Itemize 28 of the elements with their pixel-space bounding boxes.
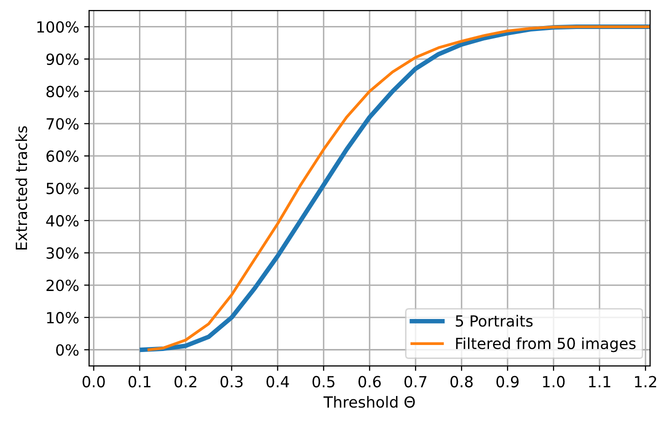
x-tick-label: 0.0 [82, 376, 105, 388]
y-tick-label: 40% [46, 215, 79, 227]
x-tick-label: 0.5 [312, 376, 334, 388]
x-axis-title: Threshold Θ [323, 396, 415, 408]
x-tick-label: 0.4 [266, 376, 289, 388]
x-tick-label: 0.1 [128, 376, 150, 388]
y-tick-label: 50% [46, 182, 79, 194]
legend-label: Filtered from 50 images [456, 337, 636, 352]
y-tick-label: 70% [46, 118, 79, 130]
y-tick-label: 20% [46, 280, 79, 292]
x-tick-label: 0.2 [174, 376, 196, 388]
y-tick-label: 90% [46, 53, 79, 66]
y-tick-label: 100% [37, 21, 79, 33]
x-tick-label: 0.6 [358, 376, 381, 388]
y-tick-label: 80% [46, 86, 79, 98]
y-axis-title: Extracted tracks [15, 126, 28, 250]
x-tick-label: 0.7 [404, 376, 426, 388]
x-tick-label: 1.2 [635, 376, 656, 388]
y-tick-label: 60% [46, 150, 79, 162]
y-tick-label: 0% [56, 344, 79, 356]
y-tick-label: 10% [47, 312, 79, 324]
y-tick-label: 30% [46, 247, 79, 259]
x-tick-label: 0.9 [496, 376, 519, 388]
x-tick-label: 0.3 [220, 376, 243, 388]
x-tick-label: 1.0 [543, 376, 565, 388]
legend-label: 5 Portraits [456, 314, 533, 327]
x-tick-label: 1.1 [589, 376, 610, 388]
x-tick-label: 0.8 [450, 376, 473, 388]
